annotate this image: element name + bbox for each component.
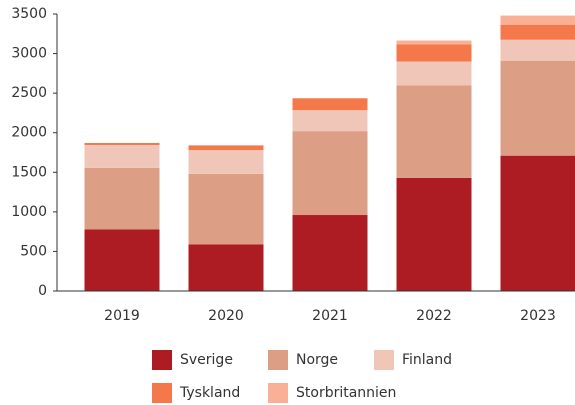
legend-swatch xyxy=(374,350,394,370)
bar-segment xyxy=(396,177,472,291)
bar-segment xyxy=(396,85,472,178)
bar-segment xyxy=(188,173,264,245)
legend-swatch xyxy=(268,383,288,403)
x-tick-label: 2019 xyxy=(104,308,140,324)
y-tick-label: 3000 xyxy=(11,46,47,62)
y-tick-label: 500 xyxy=(20,243,47,259)
bar-segment xyxy=(396,40,472,45)
bar-segment xyxy=(500,60,575,156)
x-tick-label: 2021 xyxy=(312,308,348,324)
legend-label: Tyskland xyxy=(179,385,240,401)
bar-segment xyxy=(292,110,368,132)
legend-label: Norge xyxy=(296,352,338,368)
legend-label: Finland xyxy=(402,352,452,368)
y-tick-label: 2500 xyxy=(11,85,47,101)
x-tick-label: 2023 xyxy=(520,308,556,324)
bar-segment xyxy=(396,61,472,86)
bar-segment xyxy=(500,15,575,25)
x-tick-label: 2022 xyxy=(416,308,452,324)
bar-segment xyxy=(188,244,264,291)
x-tick-label: 2020 xyxy=(208,308,244,324)
legend-label: Sverige xyxy=(180,352,233,368)
bar-segment xyxy=(500,39,575,61)
bar-segment xyxy=(292,215,368,291)
y-tick-label: 0 xyxy=(38,283,47,299)
bar-segment xyxy=(84,144,160,168)
legend-label: Storbritannien xyxy=(296,385,396,401)
bar-segment xyxy=(188,145,264,151)
bar-segment xyxy=(292,98,368,111)
y-tick-label: 1500 xyxy=(11,164,47,180)
legend-swatch xyxy=(152,383,172,403)
bar-segment xyxy=(292,131,368,216)
bar-segment xyxy=(188,150,264,174)
bar-segment xyxy=(84,143,160,145)
bar-segment xyxy=(396,44,472,62)
bar-segment xyxy=(500,24,575,40)
legend-swatch xyxy=(152,350,172,370)
legend-swatch xyxy=(268,350,288,370)
bar-segment xyxy=(500,155,575,291)
bar-segment xyxy=(84,167,160,230)
y-tick-label: 3500 xyxy=(11,6,47,22)
y-tick-label: 2000 xyxy=(11,125,47,141)
y-tick-label: 1000 xyxy=(11,204,47,220)
bar-segment xyxy=(84,229,160,291)
